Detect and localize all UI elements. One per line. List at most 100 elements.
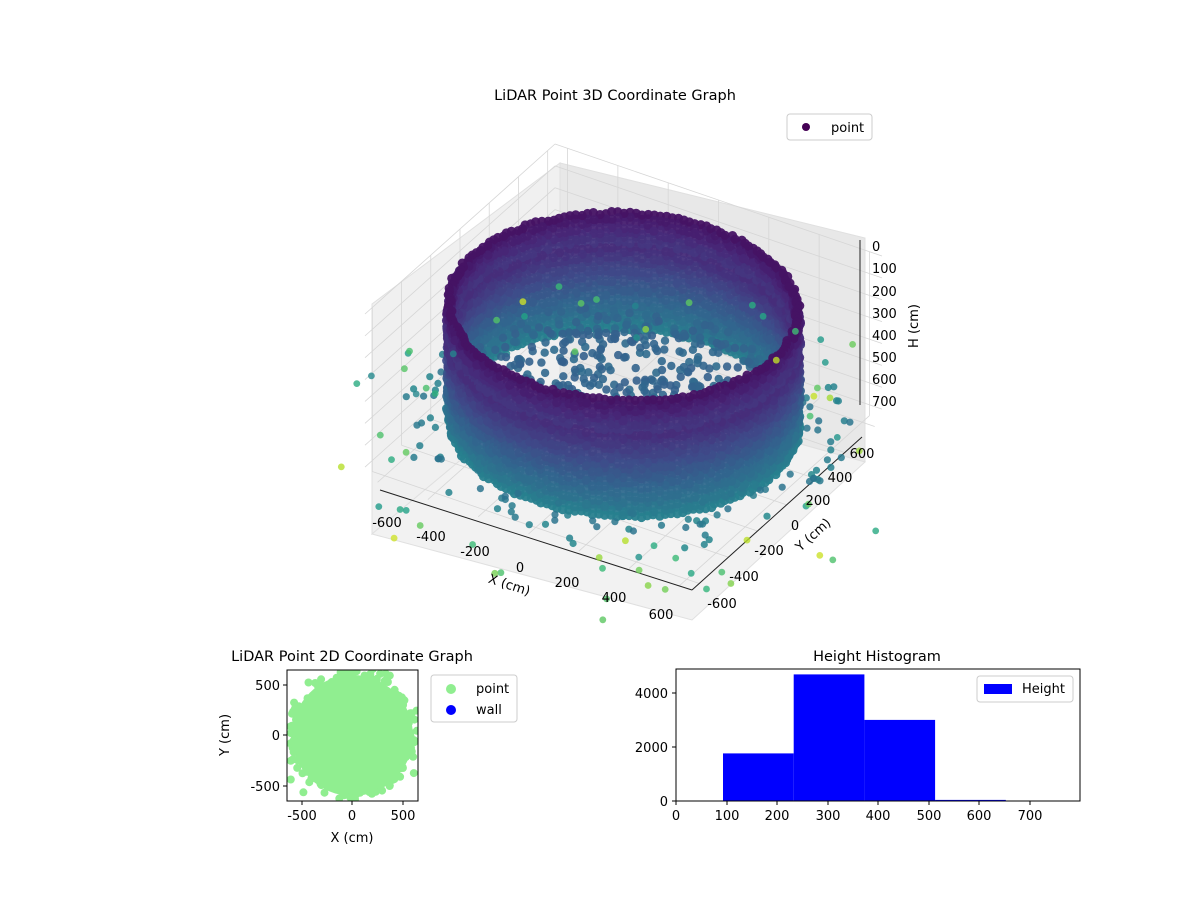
data-point bbox=[501, 352, 511, 362]
data-point bbox=[416, 442, 424, 450]
data-point bbox=[690, 262, 700, 272]
data-point bbox=[827, 446, 835, 454]
data-point bbox=[661, 286, 671, 296]
data-point bbox=[684, 515, 692, 523]
data-point bbox=[584, 368, 593, 377]
data-point bbox=[660, 336, 670, 345]
data-point bbox=[649, 279, 659, 289]
data-point bbox=[426, 373, 434, 381]
grid-line bbox=[679, 415, 870, 586]
data-point bbox=[722, 362, 732, 371]
data-point bbox=[571, 235, 582, 245]
data-point bbox=[655, 256, 665, 266]
data-point bbox=[803, 424, 811, 432]
data-point bbox=[541, 338, 550, 347]
data-point bbox=[570, 365, 580, 374]
data-point bbox=[540, 368, 550, 378]
data-point bbox=[610, 334, 620, 344]
data-point bbox=[846, 418, 854, 426]
data-point bbox=[823, 456, 832, 464]
data-point bbox=[763, 512, 771, 520]
data-point bbox=[614, 350, 623, 360]
data-point bbox=[550, 345, 559, 354]
data-point bbox=[626, 336, 636, 346]
data-point bbox=[705, 364, 714, 373]
data-point bbox=[637, 254, 647, 264]
data-point bbox=[688, 326, 697, 335]
data-point bbox=[594, 331, 603, 340]
data-point bbox=[689, 277, 699, 287]
data-point bbox=[402, 393, 410, 401]
data-point bbox=[558, 329, 567, 338]
data-point bbox=[564, 328, 574, 337]
data-point bbox=[655, 473, 665, 483]
data-point bbox=[534, 323, 544, 332]
data-point bbox=[678, 284, 688, 294]
data-point bbox=[684, 368, 693, 377]
data-point bbox=[675, 347, 684, 356]
data-point bbox=[712, 362, 721, 371]
data-point bbox=[840, 417, 848, 425]
data-point bbox=[636, 512, 647, 523]
data-point bbox=[724, 505, 732, 513]
data-point bbox=[572, 317, 581, 327]
data-point bbox=[559, 372, 568, 381]
data-point bbox=[717, 341, 726, 350]
data-point bbox=[655, 265, 665, 275]
data-point bbox=[548, 268, 559, 278]
data-point bbox=[672, 307, 682, 317]
data-point bbox=[555, 320, 564, 329]
data-point bbox=[637, 287, 647, 297]
data-point bbox=[653, 346, 662, 356]
data-point bbox=[594, 312, 603, 321]
data-point bbox=[715, 243, 725, 253]
data-point bbox=[620, 327, 629, 337]
data-point bbox=[445, 488, 453, 497]
data-point bbox=[730, 234, 740, 244]
data-point bbox=[695, 326, 705, 336]
grid-line bbox=[554, 143, 883, 257]
data-point bbox=[637, 210, 647, 220]
data-point bbox=[585, 381, 595, 390]
data-point bbox=[619, 276, 629, 286]
data-point bbox=[674, 334, 684, 343]
data-point bbox=[749, 491, 758, 499]
data-point bbox=[434, 379, 442, 387]
data-point bbox=[688, 345, 698, 354]
data-point bbox=[692, 319, 702, 328]
data-point bbox=[649, 226, 659, 236]
data-point bbox=[676, 372, 685, 382]
data-point bbox=[725, 242, 735, 252]
data-point bbox=[525, 357, 534, 366]
data-point bbox=[695, 333, 705, 342]
data-point bbox=[643, 220, 653, 230]
data-point bbox=[602, 385, 611, 394]
data-point bbox=[410, 453, 418, 461]
data-point bbox=[508, 304, 518, 314]
grid-line bbox=[364, 143, 556, 315]
data-point bbox=[544, 307, 553, 317]
data-point bbox=[700, 320, 709, 330]
data-point bbox=[714, 348, 723, 357]
data-point bbox=[420, 392, 428, 400]
data-point bbox=[579, 351, 588, 361]
data-point bbox=[543, 216, 553, 226]
data-point bbox=[511, 329, 520, 339]
data-point bbox=[670, 385, 680, 395]
data-point bbox=[431, 423, 439, 431]
data-point bbox=[606, 366, 615, 375]
data-point bbox=[543, 245, 553, 255]
data-point bbox=[649, 303, 659, 313]
data-point bbox=[501, 342, 510, 352]
data-point bbox=[625, 238, 635, 249]
data-point bbox=[730, 343, 740, 353]
data-point bbox=[559, 339, 568, 349]
data-point bbox=[733, 363, 742, 372]
data-point bbox=[571, 288, 581, 298]
data-point bbox=[589, 238, 599, 249]
data-point bbox=[632, 376, 641, 385]
data-point bbox=[622, 388, 631, 397]
data-point bbox=[434, 455, 442, 463]
data-point bbox=[756, 486, 765, 494]
data-point bbox=[538, 299, 548, 309]
